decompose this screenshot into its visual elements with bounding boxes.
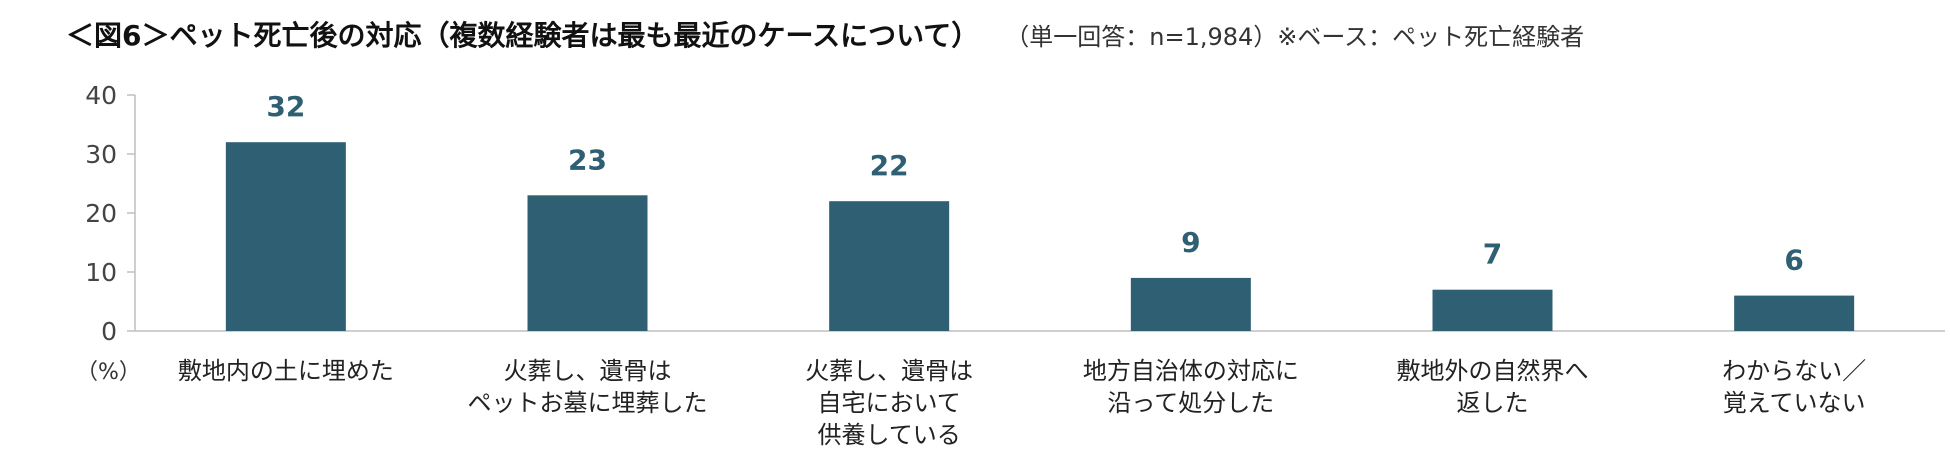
y-tick-label: 40 (85, 81, 117, 110)
y-axis: 0 10 20 30 40 (85, 81, 136, 346)
data-label: 9 (1181, 226, 1200, 259)
data-label: 32 (266, 90, 305, 123)
chart-title: ＜図6＞ペット死亡後の対応（複数経験者は最も最近のケースについて） (66, 19, 980, 52)
y-tick-label: 10 (85, 258, 117, 287)
bar (1432, 289, 1553, 331)
data-label: 22 (870, 149, 909, 182)
x-tick-label: 地方自治体の対応に沿って処分した (1083, 357, 1299, 417)
bar (829, 201, 950, 331)
bar (225, 142, 346, 331)
x-tick-label: わからない／覚えていない (1722, 357, 1866, 417)
x-tick-label: 火葬し、遺骨は自宅において供養している (805, 357, 973, 449)
y-tick-label: 20 (85, 199, 117, 228)
title-row: ＜図6＞ペット死亡後の対応（複数経験者は最も最近のケースについて） （単一回答：… (66, 14, 1936, 64)
bar (1734, 295, 1855, 331)
data-label: 23 (568, 143, 607, 176)
unit-label: （%） (76, 360, 141, 385)
y-tick-label: 0 (101, 317, 117, 346)
x-tick-label: 敷地外の自然界へ返した (1397, 357, 1589, 417)
bars (225, 142, 1855, 331)
bar (1130, 277, 1251, 331)
bar (527, 195, 648, 331)
chart-subtitle: （単一回答：n=1,984）※ベース：ペット死亡経験者 (1005, 23, 1585, 51)
data-label: 6 (1784, 244, 1803, 277)
x-tick-label: 火葬し、遺骨はペットお墓に埋葬した (468, 357, 708, 417)
value-labels: 32 23 22 9 7 6 (266, 90, 1804, 276)
data-label: 7 (1483, 238, 1502, 271)
category-labels: 敷地内の土に埋めた 火葬し、遺骨はペットお墓に埋葬した 火葬し、遺骨は自宅において供… (178, 357, 1866, 449)
x-tick-label: 敷地内の土に埋めた (178, 357, 394, 385)
y-tick-label: 30 (85, 140, 117, 169)
